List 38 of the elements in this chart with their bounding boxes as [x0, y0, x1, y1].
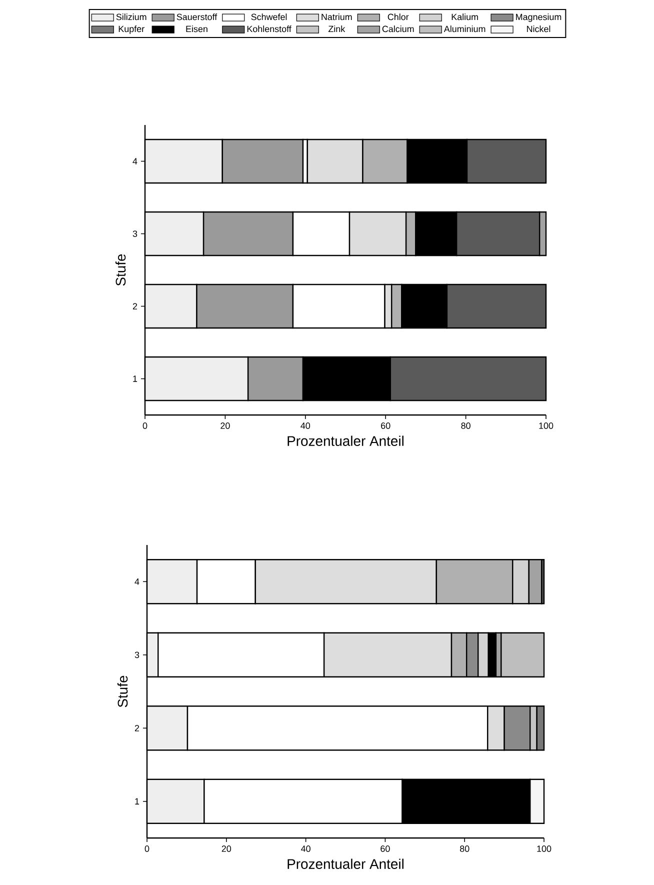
legend-label: Aluminium — [444, 26, 486, 32]
x-axis-title: Prozentualer Anteil — [288, 858, 404, 869]
legend-label: Eisen — [186, 26, 208, 32]
legend-label: Magnesium — [516, 14, 562, 22]
x-tick-label: 40 — [301, 846, 310, 852]
x-tick-label: 100 — [539, 422, 554, 429]
y-tick-label: 1 — [135, 798, 140, 804]
legend-label: Zink — [328, 26, 346, 32]
y-tick-label: 4 — [134, 578, 140, 585]
y-tick-label: 3 — [132, 230, 138, 237]
legend-label: Chlor — [388, 14, 409, 20]
legend-label: Sauerstoff — [176, 14, 218, 20]
legend-label: Kupfer — [118, 26, 144, 34]
y-tick-label: 2 — [134, 725, 140, 732]
x-tick-label: 100 — [537, 846, 552, 852]
y-tick-label: 2 — [132, 303, 138, 310]
x-tick-label: 20 — [222, 846, 232, 852]
legend-label: Kalium — [452, 14, 478, 20]
legend-label: Calcium — [382, 26, 414, 32]
legend-label: Natrium — [322, 14, 352, 20]
x-axis-title: Prozentualer Anteil — [288, 436, 404, 446]
x-tick-label: 80 — [460, 846, 470, 852]
y-tick-label: 1 — [133, 376, 138, 382]
y-tick-label: 4 — [132, 158, 138, 164]
legend-label: Schwefel — [251, 14, 287, 20]
x-tick-label: 80 — [461, 422, 470, 429]
legend-label: Kohlenstoff — [247, 26, 292, 32]
x-tick-label: 60 — [380, 846, 390, 852]
x-tick-label: 0 — [142, 422, 148, 429]
y-axis-title: Stufe — [117, 676, 128, 708]
x-tick-label: 20 — [220, 422, 230, 429]
y-tick-label: 3 — [134, 652, 140, 658]
legend-label: Nickel — [527, 26, 550, 32]
x-tick-label: 60 — [381, 422, 390, 429]
y-axis-title: Stufe — [115, 254, 126, 286]
x-tick-label: 0 — [144, 846, 150, 852]
legend-label: Silizium — [116, 14, 146, 20]
x-tick-label: 40 — [300, 422, 310, 429]
